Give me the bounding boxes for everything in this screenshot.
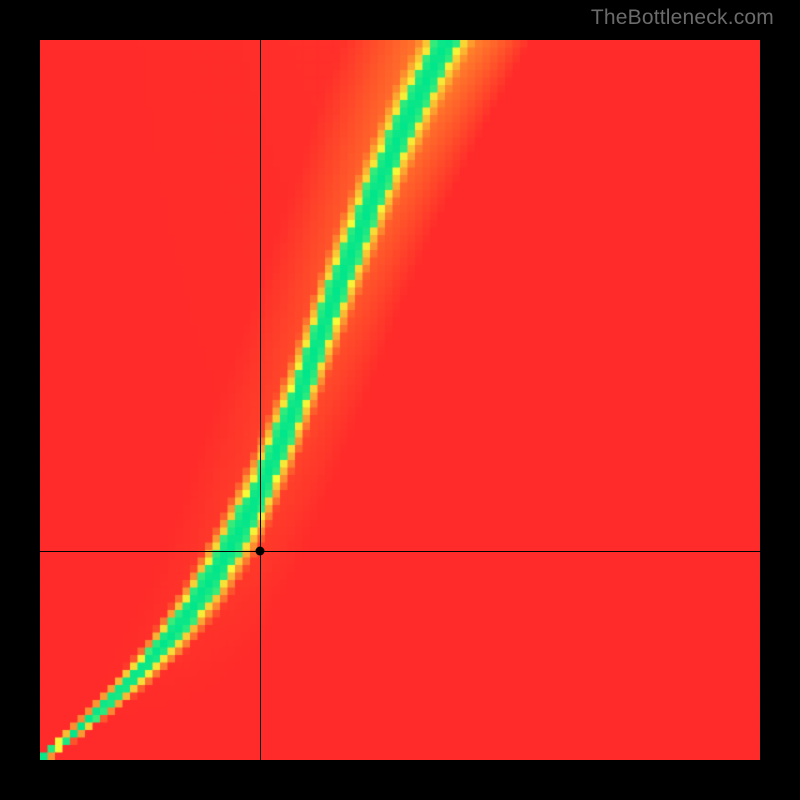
crosshair-horizontal	[40, 551, 760, 552]
crosshair-vertical	[260, 40, 261, 760]
datapoint-marker	[255, 547, 264, 556]
watermark-text: TheBottleneck.com	[591, 6, 774, 30]
heatmap-plot	[40, 40, 760, 760]
heatmap-canvas	[40, 40, 760, 760]
